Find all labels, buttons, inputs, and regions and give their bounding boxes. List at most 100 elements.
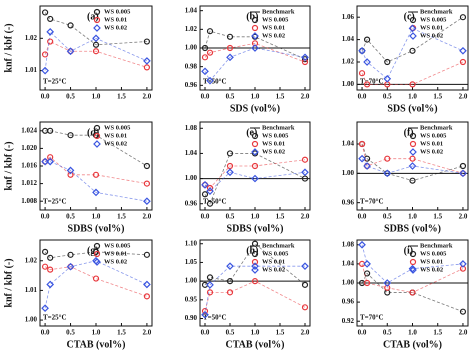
y-tick-label: 1.012 [21, 179, 37, 187]
data-point [226, 262, 234, 271]
legend-marker [409, 148, 417, 156]
legend-label: WS 0.005 [262, 250, 289, 257]
data-point [459, 58, 467, 66]
legend-label: WS 0.02 [420, 266, 443, 273]
temperature-annotation: T=50°C [203, 78, 227, 86]
legend-label: WS 0.02 [104, 258, 127, 265]
legend-marker [93, 132, 101, 140]
y-tick-label: 0.96 [342, 298, 355, 306]
x-tick-label: 1.5 [433, 213, 442, 221]
x-tick-label: 2.0 [143, 329, 152, 337]
data-point [206, 49, 214, 56]
data-point [47, 15, 54, 23]
y-tick-label: 1.04 [185, 6, 198, 14]
data-point [143, 162, 151, 170]
data-point [143, 180, 151, 187]
y-tick-label: 1.01 [25, 286, 38, 294]
data-point [358, 240, 366, 249]
x-tick-label: 1.0 [408, 213, 417, 221]
x-axis-label: SDS (vol%) [387, 103, 437, 114]
data-point [47, 254, 54, 261]
x-tick-label: 0.0 [201, 213, 210, 221]
panel-label: (f) [404, 127, 414, 138]
x-tick-label: 1.5 [276, 329, 285, 337]
x-axis-label: CTAB (vol%) [383, 339, 442, 350]
legend-marker [409, 140, 417, 148]
x-tick-label: 0.0 [41, 329, 50, 337]
y-tick-label: 1.08 [185, 124, 198, 132]
data-point [46, 157, 55, 166]
x-tick-label: 1.0 [251, 329, 260, 337]
legend-label: WS 0.01 [420, 140, 443, 147]
y-tick-label: 1.02 [342, 58, 355, 66]
data-point [409, 81, 416, 88]
data-point [67, 22, 74, 29]
data-point [47, 266, 54, 273]
data-point [358, 140, 366, 148]
legend-marker [93, 8, 101, 16]
legend-label: WS 0.005 [420, 132, 447, 139]
legend-label: Benchmark [262, 124, 295, 131]
legend-label: Benchmark [420, 242, 453, 249]
y-tick-label: 1.00 [25, 316, 38, 324]
x-tick-label: 0.0 [201, 329, 210, 337]
series-line [45, 130, 148, 167]
data-point [301, 156, 309, 163]
legend-marker [251, 250, 259, 258]
data-point [143, 57, 151, 65]
temperature-annotation: T=25°C [43, 198, 67, 206]
x-tick-label: 2.0 [301, 213, 310, 221]
data-point [92, 171, 100, 178]
y-tick-label: 0.95 [185, 295, 198, 303]
legend-marker [409, 16, 417, 24]
x-tick-label: 1.5 [276, 93, 285, 101]
y-tick-label: 0.90 [185, 314, 198, 322]
data-point [301, 304, 309, 311]
data-point [383, 279, 392, 287]
x-tick-label: 0.5 [66, 329, 75, 337]
y-tick-label: 1.024 [21, 126, 37, 134]
temperature-annotation: T=50°C [203, 198, 227, 206]
data-point [66, 166, 75, 175]
data-point [409, 47, 416, 54]
x-tick-label: 1.5 [433, 93, 442, 101]
legend-label: WS 0.02 [104, 140, 127, 147]
data-point [143, 64, 151, 71]
legend-label: WS 0.005 [420, 16, 447, 23]
data-point [301, 262, 309, 271]
data-point [363, 81, 371, 88]
legend-marker [409, 132, 417, 140]
data-point [47, 127, 54, 134]
x-tick-label: 1.0 [251, 93, 260, 101]
x-tick-label: 1.5 [433, 329, 442, 337]
data-point [206, 184, 214, 192]
y-tick-label: 1.02 [25, 34, 38, 42]
legend-label: Benchmark [262, 8, 295, 15]
legend-label: WS 0.01 [104, 16, 127, 23]
data-point [143, 197, 151, 206]
series-line [361, 272, 464, 313]
legend-marker [409, 266, 417, 274]
x-tick-label: 2.0 [143, 93, 152, 101]
data-point [301, 281, 309, 288]
x-tick-label: 1.5 [276, 213, 285, 221]
y-tick-label: 1.00 [185, 277, 198, 285]
series-line [204, 153, 306, 205]
data-point [226, 168, 234, 177]
data-point [206, 200, 214, 207]
legend-label: WS 0.005 [262, 16, 289, 23]
data-point [201, 181, 209, 189]
panel-label: (i) [404, 245, 413, 256]
legend-label: WS 0.01 [262, 140, 285, 147]
x-tick-label: 1.0 [92, 329, 101, 337]
data-point [206, 274, 214, 281]
data-point [92, 48, 100, 55]
legend-marker [251, 16, 259, 24]
series-line [44, 31, 148, 71]
data-point [201, 310, 209, 319]
y-tick-label: 1.01 [25, 66, 38, 74]
x-axis-label: SDBS (vol%) [384, 223, 441, 234]
legend-label: WS 0.005 [104, 124, 131, 131]
y-tick-label: 1.020 [21, 144, 37, 152]
